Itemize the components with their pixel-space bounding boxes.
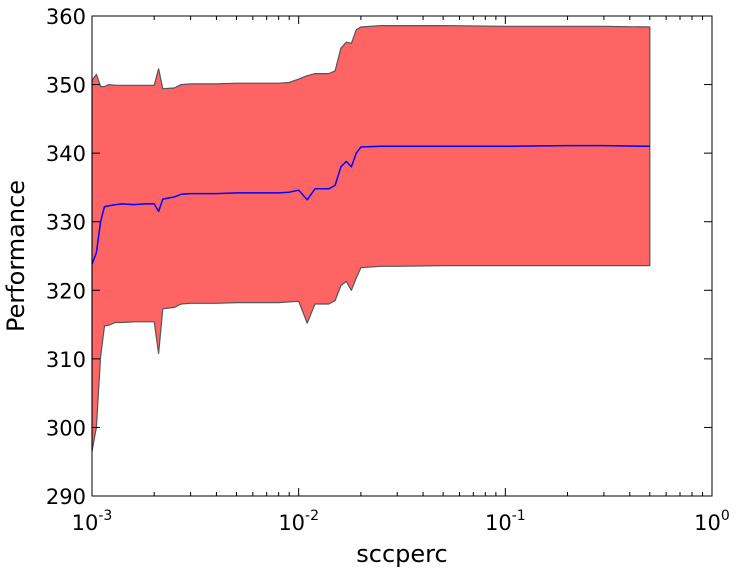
x-tick-label: 10-1 (485, 508, 526, 535)
y-tick-label: 310 (46, 348, 86, 372)
mean-line (91, 144, 650, 265)
x-axis-label: sccperc (356, 540, 447, 568)
y-tick-label: 350 (46, 74, 86, 98)
y-tick-label: 290 (46, 485, 86, 509)
confidence-band (91, 25, 651, 452)
plot-frame (91, 15, 713, 497)
y-tick-label: 330 (46, 211, 86, 235)
x-tick-label: 10-3 (72, 508, 113, 535)
y-tick-label: 360 (46, 5, 86, 29)
x-tick-label: 100 (694, 508, 730, 535)
y-axis-label: Performance (2, 180, 30, 332)
y-tick-label: 300 (46, 416, 86, 440)
y-tick-label: 320 (46, 279, 86, 303)
y-tick-label: 340 (46, 142, 86, 166)
x-tick-label: 10-2 (278, 508, 319, 535)
